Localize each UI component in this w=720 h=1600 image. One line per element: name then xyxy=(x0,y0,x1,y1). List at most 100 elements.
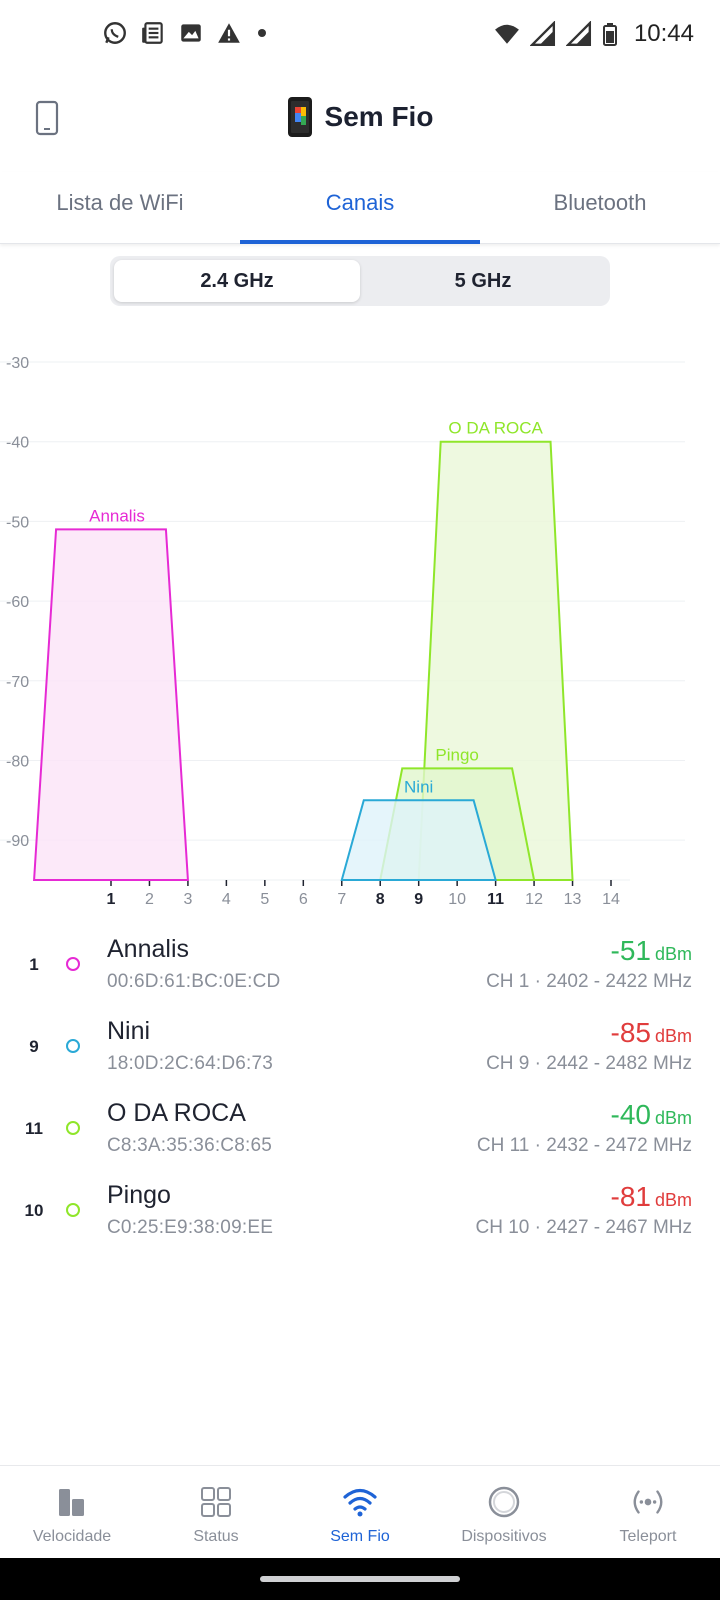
network-signal: -40 dBm xyxy=(611,1099,692,1131)
network-color-dot xyxy=(66,1039,80,1053)
news-icon xyxy=(142,22,163,44)
x-tick-label: 7 xyxy=(337,891,346,908)
device-logo-icon xyxy=(287,97,312,137)
network-mac: 18:0D:2C:64:D6:73 xyxy=(107,1053,274,1074)
x-tick-label: 9 xyxy=(414,891,423,908)
nav-status-label: Status xyxy=(193,1528,239,1545)
nav-speed-label: Velocidade xyxy=(32,1528,112,1545)
nav-wireless[interactable]: Sem Fio xyxy=(288,1466,432,1558)
grid-icon xyxy=(198,1484,234,1520)
network-mac: 00:6D:61:BC:0E:CD xyxy=(107,971,281,992)
network-name: O DA ROCA xyxy=(107,1099,246,1127)
y-tick-label: -80 xyxy=(6,753,29,770)
network-color-dot xyxy=(66,957,80,971)
network-name: Pingo xyxy=(107,1181,171,1209)
notification-dot-icon xyxy=(258,29,266,37)
status-bar: 10:44 xyxy=(0,0,720,70)
signal-value: -40 xyxy=(610,1099,651,1130)
nav-devices-label: Dispositivos xyxy=(461,1528,547,1545)
network-name: Annalis xyxy=(107,935,189,963)
y-tick-label: -40 xyxy=(6,435,29,452)
network-channel: 10 xyxy=(24,1201,44,1220)
network-signal: -51 dBm xyxy=(611,935,692,967)
battery-icon xyxy=(602,23,617,46)
list-item[interactable]: 10 Pingo C0:25:E9:38:09:EE -81 dBm CH 10 … xyxy=(0,1181,720,1263)
phone-icon xyxy=(35,100,59,136)
network-signal: -81 dBm xyxy=(611,1181,692,1213)
tab-wifi-list[interactable]: Lista de WiFi xyxy=(56,190,184,215)
network-area-label: Pingo xyxy=(435,745,478,764)
x-tick-label: 1 xyxy=(107,891,116,908)
speed-bars-icon xyxy=(54,1484,90,1520)
network-channel: 9 xyxy=(29,1037,39,1056)
nav-speed[interactable]: Velocidade xyxy=(0,1466,144,1558)
network-frequency: CH 11 · 2432 - 2472 MHz xyxy=(476,1135,692,1156)
network-frequency: CH 9 · 2442 - 2482 MHz xyxy=(486,1053,692,1074)
y-tick-label: -50 xyxy=(6,514,29,531)
nav-wireless-label: Sem Fio xyxy=(330,1528,390,1545)
network-area-label: Annalis xyxy=(89,506,145,525)
band-5ghz-button[interactable]: 5 GHz xyxy=(454,269,512,292)
signal-unit: dBm xyxy=(654,1026,692,1046)
network-area-annalis xyxy=(33,528,189,881)
network-area-label: Nini xyxy=(404,777,433,796)
phone-button[interactable] xyxy=(30,98,64,138)
app-bar: Sem Fio xyxy=(0,80,720,155)
network-area-label: O DA ROCA xyxy=(448,419,543,438)
channel-chart: -30 -40 -50 -60 -70 -80 -90 1 2 3 4 5 6 7 8 9 10 11 12 13 14… xyxy=(0,340,720,930)
network-name: Nini xyxy=(107,1017,151,1045)
signal-value: -81 xyxy=(610,1181,651,1212)
x-tick-label: 10 xyxy=(448,891,466,908)
network-mac: C8:3A:35:36:C8:65 xyxy=(107,1135,273,1156)
band-selector: 2.4 GHz 5 GHz xyxy=(110,256,610,306)
network-color-dot xyxy=(66,1121,80,1135)
signal-value: -51 xyxy=(610,935,651,966)
band-2-4ghz-button[interactable]: 2.4 GHz xyxy=(114,260,360,302)
signal-unit: dBm xyxy=(654,944,692,964)
whatsapp-icon xyxy=(104,22,126,44)
page-title-group: Sem Fio xyxy=(0,96,720,138)
network-channel: 1 xyxy=(29,955,39,974)
signal-unit: dBm xyxy=(654,1190,692,1210)
x-tick-label: 12 xyxy=(525,891,543,908)
list-item[interactable]: 11 O DA ROCA C8:3A:35:36:C8:65 -40 dBm CH… xyxy=(0,1099,720,1181)
x-tick-label: 13 xyxy=(564,891,582,908)
warning-icon xyxy=(218,23,240,43)
y-tick-label: -70 xyxy=(6,674,29,691)
nav-teleport[interactable]: Teleport xyxy=(576,1466,720,1558)
network-color-dot xyxy=(66,1203,80,1217)
clock: 10:44 xyxy=(633,20,694,47)
x-tick-label: 6 xyxy=(299,891,308,908)
circle-icon xyxy=(486,1484,522,1520)
list-item[interactable]: 9 Nini 18:0D:2C:64:D6:73 -85 dBm CH 9 · 2… xyxy=(0,1017,720,1099)
x-tick-label: 4 xyxy=(222,891,231,908)
wifi-icon xyxy=(342,1484,378,1520)
signal-unit: dBm xyxy=(654,1108,692,1128)
page-title: Sem Fio xyxy=(324,101,434,132)
channel-chart-svg: -30-40-50-60-70-80-901 2 3 4 5 6 7 8 9 10 11 12 13 14… xyxy=(0,355,685,908)
nav-teleport-label: Teleport xyxy=(619,1528,677,1545)
network-channel: 11 xyxy=(25,1119,43,1138)
network-mac: C0:25:E9:38:09:EE xyxy=(107,1217,274,1238)
wifi-status-icon xyxy=(495,24,519,44)
network-frequency: CH 1 · 2402 - 2422 MHz xyxy=(486,971,692,992)
tab-channels[interactable]: Canais xyxy=(240,172,480,244)
x-tick-label: 8 xyxy=(376,891,385,908)
network-area-nini xyxy=(340,799,497,881)
home-gesture-handle[interactable] xyxy=(260,1576,460,1582)
gallery-icon xyxy=(181,24,201,42)
tab-bluetooth[interactable]: Bluetooth xyxy=(553,190,647,215)
tab-bar: Lista de WiFi Canais Bluetooth xyxy=(0,172,720,244)
network-list: 1 Annalis 00:6D:61:BC:0E:CD -51 dBm CH 1 … xyxy=(0,935,720,1263)
y-tick-label: -90 xyxy=(6,833,29,850)
network-frequency: CH 10 · 2427 - 2467 MHz xyxy=(475,1217,693,1238)
network-signal: -85 dBm xyxy=(611,1017,692,1049)
nav-devices[interactable]: Dispositivos xyxy=(432,1466,576,1558)
x-tick-label: 11 xyxy=(487,891,504,908)
x-tick-label: 14 xyxy=(602,891,620,908)
cell-signal-2-icon xyxy=(565,21,591,47)
nav-status[interactable]: Status xyxy=(144,1466,288,1558)
list-item[interactable]: 1 Annalis 00:6D:61:BC:0E:CD -51 dBm CH 1 … xyxy=(0,935,720,1017)
y-tick-label: -60 xyxy=(6,594,29,611)
y-tick-label: -30 xyxy=(6,355,29,372)
